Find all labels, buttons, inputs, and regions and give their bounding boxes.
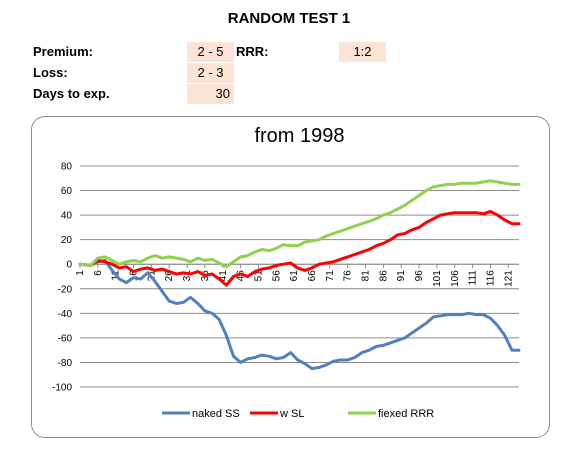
rrr-value[interactable]: 1:2	[339, 42, 386, 62]
y-tick-label: -80	[58, 358, 73, 369]
y-tick-label: -100	[52, 383, 72, 394]
series-line-w-sl	[78, 209, 521, 287]
premium-label: Premium:	[33, 44, 93, 59]
legend-label-naked-ss: naked SS	[192, 408, 240, 420]
x-tick-label: 111	[468, 270, 479, 286]
x-tick-label: 81	[361, 270, 372, 282]
x-tick-label: 106	[450, 270, 461, 287]
y-tick-label: 80	[61, 162, 73, 173]
legend-label-fiexed-rrr: fiexed RRR	[378, 408, 434, 420]
y-tick-label: -20	[58, 284, 73, 295]
rrr-label: RRR:	[236, 44, 269, 59]
legend-label-w-sl: w SL	[279, 408, 304, 420]
y-tick-label: 20	[61, 235, 73, 246]
x-tick-label: 76	[343, 270, 354, 282]
x-tick-label: 61	[289, 270, 300, 282]
x-tick-label: 71	[325, 270, 336, 282]
y-tick-label: 60	[61, 186, 73, 197]
x-tick-label: 86	[378, 270, 389, 282]
y-tick-label: -60	[58, 333, 73, 344]
x-tick-label: 121	[503, 270, 514, 287]
y-tick-label: 0	[66, 260, 72, 271]
x-tick-label: 91	[396, 270, 407, 282]
x-tick-label: 16	[129, 270, 140, 282]
days-to-exp-value[interactable]: 30	[187, 84, 234, 104]
x-tick-label: 51	[253, 270, 264, 282]
x-tick-label: 1	[75, 270, 86, 276]
series-line-fiexed-rrr	[78, 179, 521, 269]
x-tick-label: 66	[307, 270, 318, 282]
page-title: RANDOM TEST 1	[227, 10, 351, 27]
series-line-naked-ss	[78, 259, 521, 371]
days-to-exp-label: Days to exp.	[33, 86, 110, 101]
x-tick-label: 96	[414, 270, 425, 282]
chart-title: from 1998	[254, 125, 344, 147]
x-tick-label: 6	[93, 270, 104, 276]
y-tick-label: 40	[61, 211, 73, 222]
x-tick-label: 31	[182, 270, 193, 282]
chart-area: from 1998 -100 -80 -60 -40 -20 0 20 40 60 80 1 6 11 16…	[31, 116, 550, 438]
y-tick-label: -40	[58, 309, 73, 320]
loss-value[interactable]: 2 - 3	[187, 63, 234, 83]
x-tick-label: 56	[271, 270, 282, 282]
loss-label: Loss:	[33, 65, 68, 80]
x-tick-label: 26	[164, 270, 175, 282]
premium-value[interactable]: 2 - 5	[187, 42, 234, 62]
x-tick-label: 101	[432, 270, 443, 287]
x-tick-label: 41	[218, 270, 229, 282]
x-tick-label: 116	[485, 270, 496, 286]
